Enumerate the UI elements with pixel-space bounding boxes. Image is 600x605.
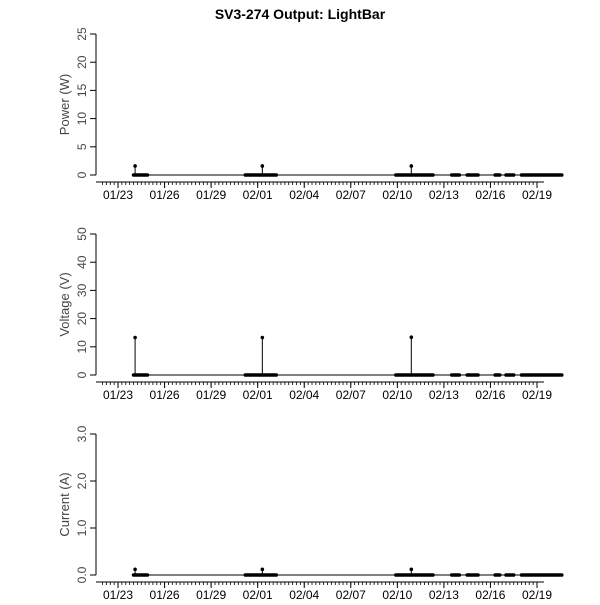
x-tick-label: 01/26 (150, 188, 180, 202)
y-tick-label: 10 (75, 340, 89, 354)
x-tick-label: 02/19 (522, 188, 552, 202)
spike-point (133, 335, 137, 340)
y-tick-label: 20 (75, 312, 89, 326)
spike-point (260, 335, 265, 340)
x-tick-label: 01/29 (196, 588, 226, 600)
x-tick-label: 02/07 (336, 388, 366, 402)
y-tick-label: 0.0 (75, 566, 89, 583)
x-tick-label: 01/23 (103, 588, 133, 600)
x-tick-label: 02/10 (382, 188, 412, 202)
x-tick-label: 02/04 (289, 188, 319, 202)
x-tick-label: 02/13 (429, 188, 459, 202)
y-tick-label: 50 (75, 227, 89, 241)
spike-point (133, 164, 137, 168)
x-tick-label: 02/10 (382, 388, 412, 402)
page-title: SV3-274 Output: LightBar (214, 6, 386, 22)
x-tick-label: 02/07 (336, 188, 366, 202)
x-tick-label: 02/04 (289, 388, 319, 402)
x-tick-label: 02/16 (475, 388, 505, 402)
y-tick-label: 30 (75, 283, 89, 297)
x-tick-label: 01/26 (150, 588, 180, 600)
y-tick-label: 10 (75, 112, 89, 126)
x-tick-label: 01/23 (103, 188, 133, 202)
spike-point (409, 567, 414, 572)
x-tick-label: 02/19 (522, 588, 552, 600)
y-tick-label: 40 (75, 255, 89, 269)
x-tick-label: 02/07 (336, 588, 366, 600)
spike-point (409, 164, 414, 168)
y-tick-label: 3.0 (75, 425, 89, 442)
x-tick-label: 02/16 (475, 588, 505, 600)
x-tick-label: 02/01 (243, 588, 273, 600)
y-tick-label: 1.0 (75, 519, 89, 536)
spike-point (409, 335, 414, 340)
y-tick-label: 2.0 (75, 472, 89, 489)
y-tick-label: 5 (75, 143, 89, 150)
x-tick-label: 02/04 (289, 588, 319, 600)
y-axis-title: Current (A) (57, 472, 72, 536)
x-tick-label: 02/13 (429, 588, 459, 600)
x-tick-label: 02/01 (243, 388, 273, 402)
x-tick-label: 01/29 (196, 388, 226, 402)
x-tick-label: 02/10 (382, 588, 412, 600)
x-tick-label: 02/13 (429, 388, 459, 402)
y-tick-label: 20 (75, 55, 89, 69)
x-tick-label: 01/29 (196, 188, 226, 202)
x-tick-label: 02/16 (475, 188, 505, 202)
x-tick-label: 02/19 (522, 388, 552, 402)
x-tick-label: 02/01 (243, 188, 273, 202)
spike-point (260, 567, 265, 572)
y-tick-label: 0 (75, 171, 89, 178)
spike-point (133, 567, 137, 572)
spike-point (260, 164, 265, 168)
y-tick-label: 15 (75, 83, 89, 97)
y-axis-title: Voltage (V) (57, 272, 72, 336)
y-tick-label: 0 (75, 371, 89, 378)
x-tick-label: 01/26 (150, 388, 180, 402)
x-tick-label: 01/23 (103, 388, 133, 402)
y-tick-label: 25 (75, 27, 89, 41)
y-axis-title: Power (W) (57, 74, 72, 135)
